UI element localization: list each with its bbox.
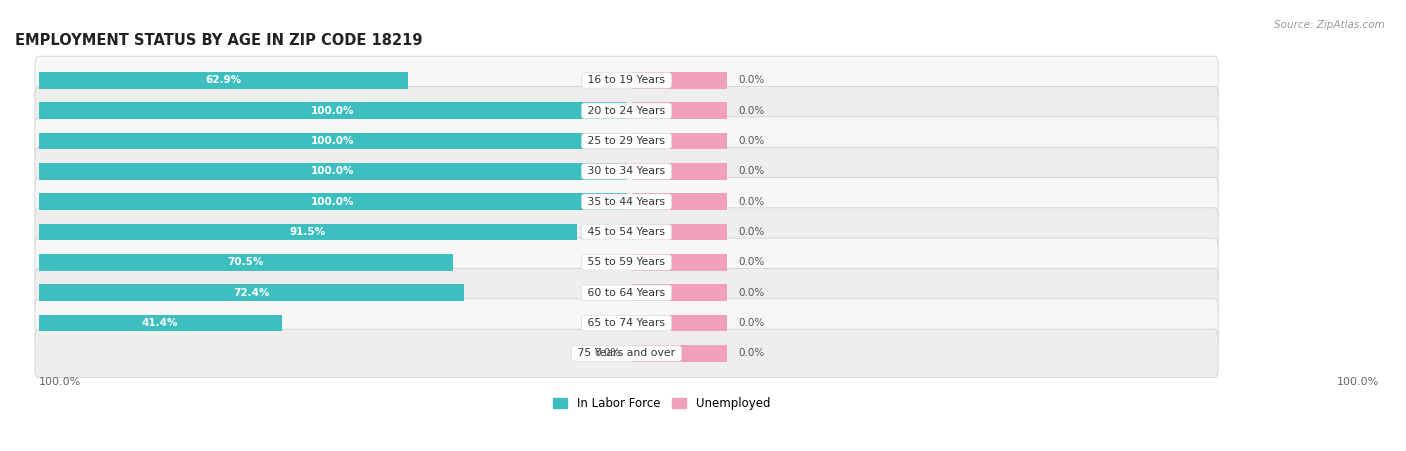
Text: 100.0%: 100.0% — [311, 106, 354, 116]
Text: 70.5%: 70.5% — [228, 258, 264, 267]
Bar — [633, 102, 727, 119]
Bar — [633, 285, 727, 301]
Bar — [38, 72, 408, 89]
FancyBboxPatch shape — [35, 56, 1218, 105]
Bar — [38, 224, 576, 240]
Text: 0.0%: 0.0% — [738, 349, 765, 359]
Text: 100.0%: 100.0% — [311, 166, 354, 176]
Text: 0.0%: 0.0% — [738, 106, 765, 116]
Text: 60 to 64 Years: 60 to 64 Years — [585, 288, 669, 298]
Bar — [38, 285, 464, 301]
Bar — [633, 224, 727, 240]
Text: 55 to 59 Years: 55 to 59 Years — [585, 258, 669, 267]
Text: 72.4%: 72.4% — [233, 288, 270, 298]
Bar — [633, 254, 727, 271]
FancyBboxPatch shape — [35, 147, 1218, 196]
FancyBboxPatch shape — [35, 208, 1218, 256]
Text: 0.0%: 0.0% — [738, 197, 765, 207]
FancyBboxPatch shape — [35, 299, 1218, 347]
Bar — [633, 72, 727, 89]
FancyBboxPatch shape — [35, 117, 1218, 166]
Bar — [633, 133, 727, 149]
Bar — [38, 163, 627, 180]
Text: 91.5%: 91.5% — [290, 227, 326, 237]
FancyBboxPatch shape — [35, 87, 1218, 135]
Text: 20 to 24 Years: 20 to 24 Years — [585, 106, 669, 116]
FancyBboxPatch shape — [35, 238, 1218, 287]
Text: 16 to 19 Years: 16 to 19 Years — [585, 75, 669, 85]
Text: 45 to 54 Years: 45 to 54 Years — [585, 227, 669, 237]
Legend: In Labor Force, Unemployed: In Labor Force, Unemployed — [553, 397, 770, 410]
Bar — [633, 315, 727, 331]
FancyBboxPatch shape — [35, 178, 1218, 226]
FancyBboxPatch shape — [35, 329, 1218, 377]
Text: 0.0%: 0.0% — [738, 227, 765, 237]
Bar — [38, 254, 453, 271]
Text: 100.0%: 100.0% — [311, 197, 354, 207]
Text: 0.0%: 0.0% — [595, 349, 620, 359]
Text: 30 to 34 Years: 30 to 34 Years — [585, 166, 669, 176]
Bar — [38, 315, 283, 331]
Bar — [633, 193, 727, 210]
Text: 0.0%: 0.0% — [738, 136, 765, 146]
Text: 0.0%: 0.0% — [738, 318, 765, 328]
Text: 75 Years and over: 75 Years and over — [574, 349, 679, 359]
Text: 100.0%: 100.0% — [1337, 377, 1379, 387]
Text: 100.0%: 100.0% — [38, 377, 80, 387]
Text: Source: ZipAtlas.com: Source: ZipAtlas.com — [1274, 20, 1385, 30]
Text: 100.0%: 100.0% — [311, 136, 354, 146]
Text: 41.4%: 41.4% — [142, 318, 179, 328]
Text: 65 to 74 Years: 65 to 74 Years — [585, 318, 669, 328]
FancyBboxPatch shape — [35, 268, 1218, 317]
Bar — [38, 133, 627, 149]
Text: 0.0%: 0.0% — [738, 166, 765, 176]
Bar — [38, 193, 627, 210]
Text: 35 to 44 Years: 35 to 44 Years — [585, 197, 669, 207]
Bar — [633, 163, 727, 180]
Text: 0.0%: 0.0% — [738, 258, 765, 267]
Text: EMPLOYMENT STATUS BY AGE IN ZIP CODE 18219: EMPLOYMENT STATUS BY AGE IN ZIP CODE 182… — [15, 33, 422, 48]
Text: 0.0%: 0.0% — [738, 288, 765, 298]
Bar — [38, 102, 627, 119]
Text: 0.0%: 0.0% — [738, 75, 765, 85]
Text: 62.9%: 62.9% — [205, 75, 242, 85]
Text: 25 to 29 Years: 25 to 29 Years — [585, 136, 669, 146]
Bar — [633, 345, 727, 362]
